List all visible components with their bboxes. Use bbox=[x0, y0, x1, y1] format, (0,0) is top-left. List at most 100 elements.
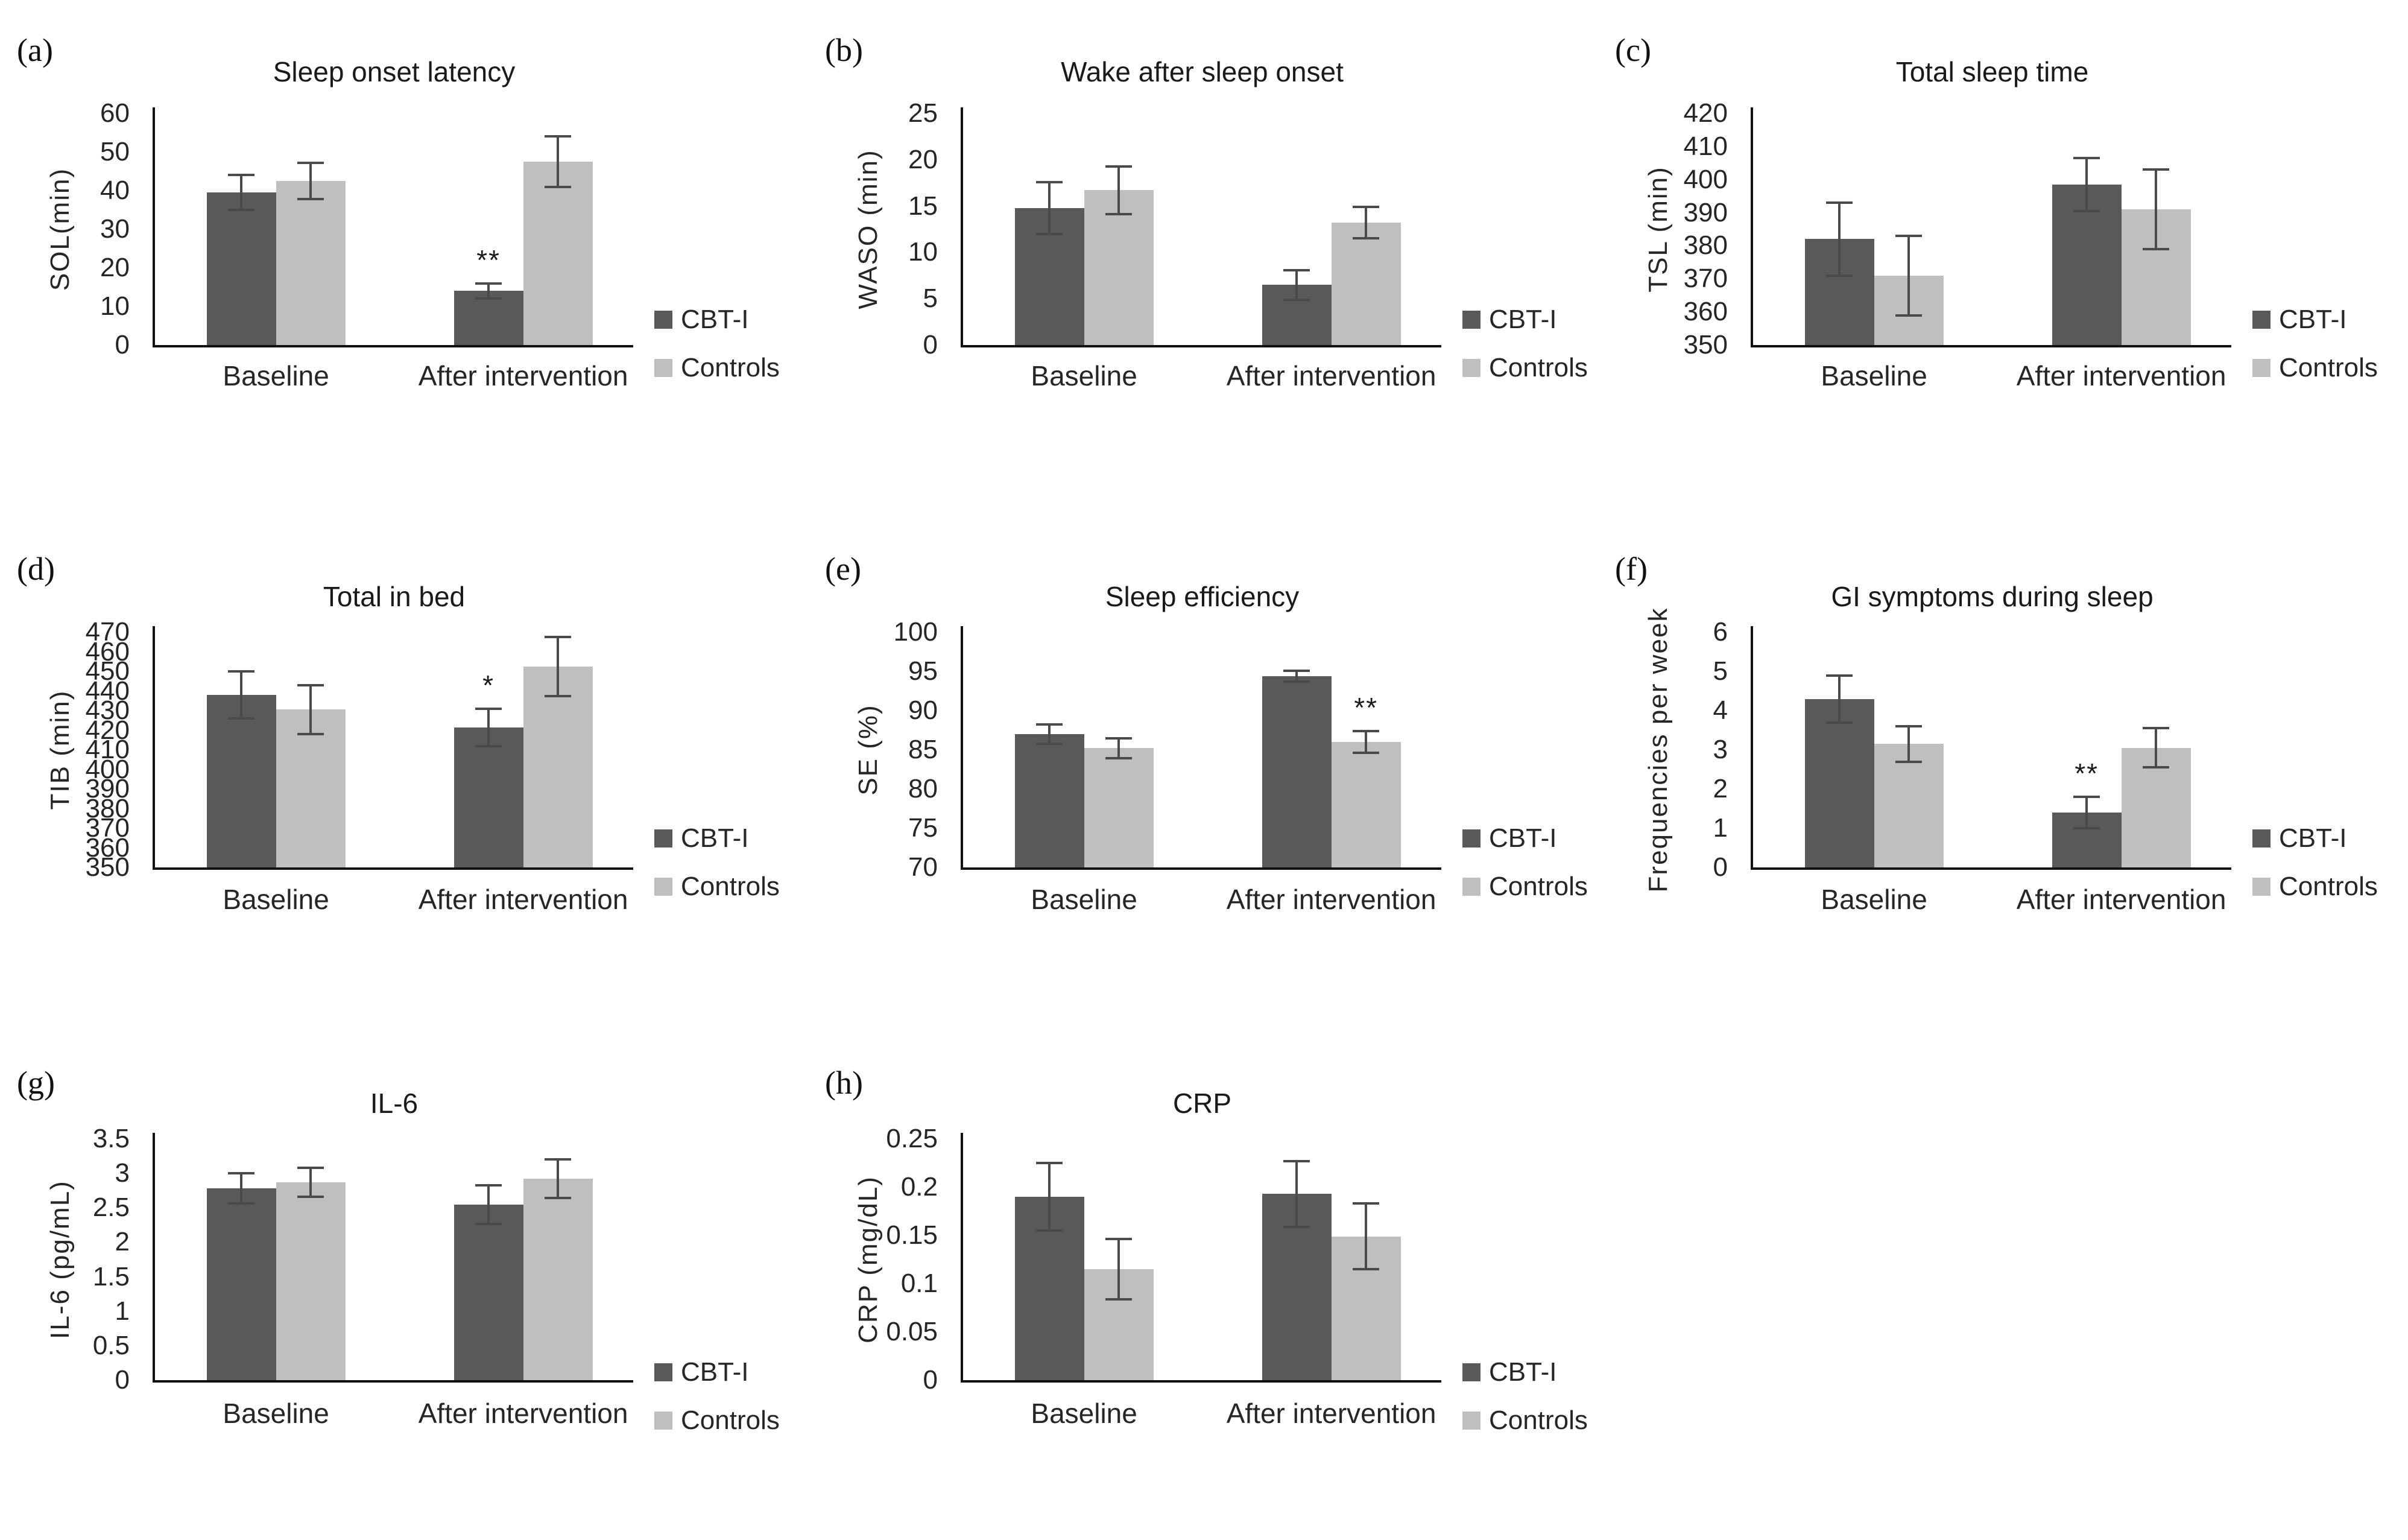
legend-label: CBT-I bbox=[681, 305, 749, 334]
y-tick-label: 0.1 bbox=[900, 1269, 938, 1298]
x-category-label: After intervention bbox=[1226, 360, 1436, 391]
y-tick-label: 390 bbox=[1683, 197, 1728, 227]
y-tick-label: 360 bbox=[85, 832, 130, 863]
error-bar-cap-bottom bbox=[475, 744, 502, 747]
error-bar-cap-top bbox=[1353, 1202, 1380, 1205]
error-bar-cap-bottom bbox=[297, 198, 324, 201]
legend-label: Controls bbox=[1489, 1405, 1588, 1435]
error-bar-cap-bottom bbox=[1826, 274, 1853, 277]
bar-controls-baseline bbox=[276, 1182, 346, 1380]
error-bar-cap-top bbox=[475, 1184, 502, 1187]
error-bar-cap-bottom bbox=[1036, 232, 1063, 235]
error-bar-cap-bottom bbox=[228, 717, 255, 720]
bar-controls-after bbox=[523, 162, 593, 345]
error-bar-line bbox=[1295, 670, 1298, 682]
chart-panel-d: (d) Total in bed TIB (min) 350 360 370 380 3… bbox=[0, 525, 808, 1056]
chart-title: Wake after sleep onset bbox=[1061, 56, 1344, 87]
y-tick-label: 0 bbox=[115, 1365, 130, 1395]
legend-item-cbti: CBT-I bbox=[1462, 1357, 1556, 1387]
error-bar-cap-bottom bbox=[2143, 247, 2170, 250]
legend-swatch-cbti bbox=[1462, 311, 1481, 329]
legend-swatch-controls bbox=[1462, 878, 1481, 896]
y-tick-label: 350 bbox=[1683, 330, 1728, 360]
chart-panel-e: (e) Sleep efficiency SE (%) 70 75 80 85 90 95… bbox=[808, 525, 1598, 1056]
error-bar-cap-top bbox=[1036, 180, 1063, 183]
chart-panel-g: (g) IL-6 IL-6 (pg/mL) 0 0.5 1 1.5 2 2.5 3 3.5 Ba… bbox=[0, 1056, 808, 1540]
y-tick-label: 1.5 bbox=[92, 1261, 130, 1291]
legend-label: Controls bbox=[2279, 872, 2378, 901]
significance-marker: ** bbox=[1354, 691, 1379, 723]
error-bar-cap-top bbox=[1036, 723, 1063, 726]
y-tick-label: 370 bbox=[1683, 264, 1728, 294]
legend-item-cbti: CBT-I bbox=[654, 1357, 748, 1387]
error-bar-line bbox=[487, 283, 490, 299]
legend-item-controls: Controls bbox=[654, 872, 780, 902]
error-bar-line bbox=[1117, 166, 1120, 215]
bar-cbt-i-after bbox=[1262, 676, 1332, 867]
error-bar-cap-top bbox=[1105, 165, 1133, 168]
legend-label: Controls bbox=[1489, 872, 1588, 901]
legend-item-controls: Controls bbox=[1462, 1405, 1588, 1436]
error-bar-cap-top bbox=[545, 135, 572, 138]
legend-swatch-cbti bbox=[654, 1363, 672, 1381]
chart-title: IL-6 bbox=[370, 1088, 419, 1119]
error-bar-cap-bottom bbox=[297, 1196, 324, 1198]
y-tick-label: 0 bbox=[115, 330, 130, 360]
error-bar-line bbox=[1907, 235, 1910, 315]
y-tick-label: 0.5 bbox=[92, 1330, 130, 1360]
error-bar-cap-top bbox=[1895, 234, 1923, 237]
legend-label: Controls bbox=[681, 1405, 780, 1435]
error-bar-cap-bottom bbox=[545, 1197, 572, 1200]
error-bar-cap-top bbox=[228, 174, 255, 177]
y-tick-label: 440 bbox=[85, 676, 130, 706]
error-bar-cap-top bbox=[545, 1158, 572, 1161]
chart-panel-c: (c) Total sleep time TSL (min) 350 360 370… bbox=[1598, 0, 2408, 525]
bar-controls-baseline bbox=[1874, 744, 1944, 867]
y-tick-label: 100 bbox=[893, 617, 938, 647]
y-tick-label: 20 bbox=[100, 253, 130, 282]
x-category-label: Baseline bbox=[1821, 360, 1927, 391]
y-tick-label: 60 bbox=[100, 98, 130, 128]
y-tick-label: 400 bbox=[85, 754, 130, 784]
y-axis-line bbox=[961, 1133, 963, 1380]
legend-label: Controls bbox=[681, 353, 780, 382]
y-tick-label: 460 bbox=[85, 636, 130, 667]
plot-area: 70 75 80 85 90 95 100 Baseline After interventio… bbox=[808, 525, 1598, 1056]
bar-controls-baseline bbox=[276, 181, 346, 345]
chart-panel-h: (h) CRP CRP (mg/dL) 0 0.05 0.1 0.15 0.2 0.25 B… bbox=[808, 1056, 1598, 1540]
error-bar-cap-bottom bbox=[1895, 314, 1923, 317]
legend-item-cbti: CBT-I bbox=[2252, 823, 2346, 854]
bar-controls-baseline bbox=[1084, 748, 1154, 867]
legend-swatch-cbti bbox=[654, 829, 672, 848]
legend-label: CBT-I bbox=[1489, 1357, 1557, 1387]
panel-letter: (c) bbox=[1615, 32, 1651, 68]
legend-swatch-cbti bbox=[654, 311, 672, 329]
y-axis-line bbox=[153, 1133, 155, 1380]
error-bar-cap-top bbox=[1895, 725, 1923, 727]
error-bar-line bbox=[240, 671, 243, 718]
y-tick-label: 5 bbox=[923, 284, 938, 314]
plot-area: 0 10 20 30 40 50 60 Baseline After intervention *… bbox=[0, 0, 808, 525]
y-tick-label: 410 bbox=[85, 735, 130, 764]
error-bar-cap-top bbox=[297, 683, 324, 686]
error-bar-line bbox=[309, 162, 312, 200]
y-tick-label: 70 bbox=[908, 852, 938, 882]
bar-controls-baseline bbox=[1084, 190, 1154, 345]
error-bar-line bbox=[240, 1173, 243, 1204]
error-bar-line bbox=[1048, 182, 1051, 234]
bar-cbt-i-after bbox=[453, 727, 523, 867]
error-bar-cap-bottom bbox=[2073, 209, 2100, 212]
y-tick-label: 4 bbox=[1713, 696, 1728, 725]
legend-item-controls: Controls bbox=[1462, 353, 1588, 383]
error-bar-line bbox=[2155, 728, 2158, 768]
y-tick-label: 3 bbox=[115, 1158, 130, 1188]
plot-area: 350 360 370 380 390 400 410 420 Baseline After in… bbox=[1598, 0, 2408, 525]
y-axis-line bbox=[153, 107, 155, 345]
error-bar-cap-top bbox=[1826, 674, 1853, 677]
y-tick-label: 85 bbox=[908, 735, 938, 764]
y-tick-label: 10 bbox=[100, 291, 130, 321]
y-tick-label: 410 bbox=[1683, 131, 1728, 161]
y-tick-label: 75 bbox=[908, 813, 938, 843]
y-tick-label: 80 bbox=[908, 774, 938, 803]
error-bar-line bbox=[487, 1185, 490, 1224]
